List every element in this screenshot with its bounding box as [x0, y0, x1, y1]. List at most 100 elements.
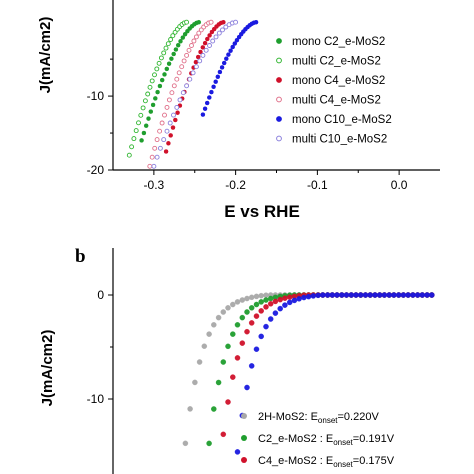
panel-a-data-point [158, 55, 164, 61]
panel-a-data-point [221, 60, 227, 66]
panel-b-data-point [220, 431, 227, 438]
panel-b-data-point [239, 340, 246, 346]
panel-b-data-point [244, 295, 250, 302]
panel-a-data-point [180, 35, 186, 40]
panel-a-data-point [210, 38, 216, 44]
panel-a-data-point [173, 117, 178, 123]
panel-a-data-point [195, 54, 201, 60]
panel-a-data-point [191, 38, 197, 44]
panel-b-data-point [253, 293, 260, 300]
panel-b-data-point [395, 292, 402, 298]
panel-a-data-point [205, 36, 210, 42]
panel-a-data-point [157, 83, 163, 89]
panel-a-data-point [152, 72, 157, 78]
panel-a-data-point [171, 112, 176, 118]
panel-a-data-point [169, 90, 175, 96]
panel-b-legend: 2H-MoS2: Eonset=0.220V C2_e-MoS2 : Eonset… [241, 411, 395, 469]
panel-b-data-point [277, 296, 283, 303]
panel-a-data-point [148, 109, 154, 114]
panel-b-series-4 [234, 292, 435, 455]
legend-marker [241, 457, 247, 463]
panel-b-data-point [391, 292, 397, 298]
panel-a-data-point [186, 47, 192, 53]
panel-a-data-point [164, 66, 170, 72]
panel-a-data-point [157, 145, 163, 151]
panel-a-data-point [152, 145, 158, 151]
panel-a-y-tick-label: -20 [87, 163, 105, 177]
panel-a-data-point [145, 91, 151, 97]
legend-label: C2_e-MoS2 : Eonset=0.191V [258, 433, 395, 447]
panel-a-data-point [207, 33, 212, 38]
panel-a-data-point [133, 128, 139, 134]
panel-a-y-tick-label: -10 [87, 89, 105, 103]
panel-b-data-point [192, 379, 198, 386]
panel-a-series-1 [139, 19, 202, 143]
panel-a-data-point [156, 60, 162, 66]
panel-a-data-point [219, 65, 225, 70]
panel-b-data-point [206, 331, 212, 337]
panel-b-data-point [220, 359, 227, 365]
panel-b-data-point [301, 294, 307, 301]
panel-a-data-point [151, 163, 157, 169]
panel-a-data-point [202, 40, 208, 46]
panel-a-data-point [228, 48, 233, 53]
panel-a-data-point [203, 47, 209, 53]
panel-a-data-point [196, 30, 202, 36]
panel-a-data-point [226, 52, 231, 57]
panel-a-data-point [190, 70, 196, 76]
panel-b-data-point [258, 299, 264, 305]
legend-label: multi C4_e-MoS2 [292, 95, 381, 107]
legend-marker [276, 57, 282, 64]
panel-b-data-point [187, 406, 193, 412]
panel-b-data-point [215, 379, 222, 386]
panel-a-x-tick-label: 0.0 [391, 178, 408, 192]
panel-a-data-point [146, 116, 151, 121]
panel-b-data-point [211, 322, 217, 328]
panel-b-data-point [362, 292, 369, 298]
panel-b-data-point [234, 355, 241, 361]
panel-b-data-point [386, 292, 392, 298]
panel-a-data-point [154, 66, 160, 72]
panel-b-data-point [376, 292, 383, 298]
panel-b-data-point [244, 384, 250, 391]
panel-b-data-point [296, 296, 302, 302]
panel-a-data-point [164, 104, 170, 110]
panel-a-data-point [207, 95, 212, 100]
panel-a-data-point [176, 70, 182, 76]
panel-b-data-point [286, 299, 293, 306]
panel-a-data-point [181, 58, 187, 64]
panel-b-data-point [400, 292, 407, 298]
panel-b-data-point [324, 292, 331, 298]
panel-a-data-point [193, 64, 199, 70]
panel-b-data-point [272, 298, 279, 305]
panel-a-data-point [184, 83, 190, 89]
panel-b-data-point [343, 292, 350, 298]
panel-a-data-point [215, 74, 221, 80]
panel-b-data-point [211, 406, 217, 412]
panel-a-data-point [157, 128, 163, 134]
panel-b-data-point [206, 440, 212, 447]
panel-b-data-point [282, 295, 288, 301]
panel-b-data-point [334, 292, 340, 298]
panel-a-data-point [154, 137, 160, 143]
panel-a-data-point [234, 37, 240, 43]
panel-b-data-point [248, 294, 255, 301]
panel-b-data-point [263, 292, 269, 298]
panel-a-data-point [187, 76, 193, 82]
panel-a-data-point [170, 125, 176, 130]
panel-a-data-point [197, 58, 203, 64]
legend-marker [276, 116, 282, 122]
panel-a-data-point [204, 100, 210, 106]
panel-a-data-point [141, 130, 147, 136]
panel-a-data-point [136, 120, 141, 126]
legend-label: multi C2_e-MoS2 [292, 56, 381, 68]
panel-b-data-point [339, 292, 345, 298]
panel-b-data-point [230, 301, 236, 308]
panel-b-data-point [244, 328, 250, 335]
panel-a-data-point [189, 43, 194, 48]
panel-b-data-point [282, 302, 288, 308]
panel-b-data-point [234, 322, 241, 328]
panel-a-data-point [184, 19, 190, 25]
panel-a-data-point [193, 34, 199, 40]
panel-a-data-point [200, 45, 206, 50]
